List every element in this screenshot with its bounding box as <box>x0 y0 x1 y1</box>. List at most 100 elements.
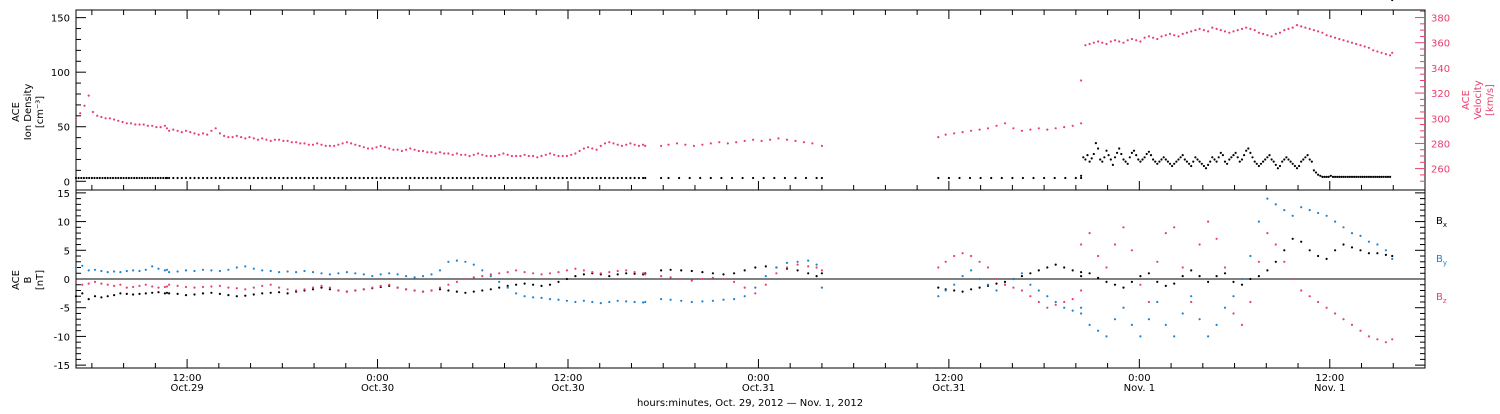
density-point <box>117 176 120 180</box>
bx-point <box>937 286 940 289</box>
density-point <box>1342 175 1345 178</box>
density-point <box>1236 156 1239 159</box>
density-point <box>138 176 141 180</box>
velocity-point <box>371 147 374 150</box>
density-point <box>133 176 136 180</box>
density-point <box>417 176 420 180</box>
velocity-point <box>417 149 420 153</box>
bz-point <box>796 263 799 266</box>
velocity-point <box>1391 51 1394 54</box>
velocity-point <box>426 151 429 154</box>
density-point <box>1251 156 1254 159</box>
legend-bx-base: B <box>1436 216 1443 227</box>
x-tick-label-date-2: Oct.30 <box>551 383 584 394</box>
by-point <box>754 286 757 289</box>
by-point <box>1190 295 1193 298</box>
by-point <box>1317 211 1320 215</box>
velocity-point <box>155 126 158 129</box>
bz-point <box>1037 300 1040 304</box>
density-point <box>1363 175 1366 178</box>
density-point <box>1032 176 1035 180</box>
density-point <box>88 176 91 180</box>
density-point <box>201 176 205 180</box>
velocity-point <box>820 144 824 147</box>
velocity-point <box>536 156 539 159</box>
density-point <box>1348 175 1351 178</box>
bz-point <box>362 288 365 291</box>
density-point <box>1111 163 1114 166</box>
velocity-point <box>1071 124 1074 127</box>
density-point <box>248 176 251 180</box>
by-point <box>1232 295 1235 298</box>
by-point <box>1097 329 1100 332</box>
density-point <box>1173 162 1176 165</box>
by-point <box>995 289 998 292</box>
velocity-point <box>1207 30 1210 33</box>
density-point <box>1219 151 1222 154</box>
by-point <box>743 295 746 298</box>
velocity-point <box>413 148 416 151</box>
density-point <box>1137 158 1140 161</box>
bx-point <box>540 284 543 287</box>
bz-point <box>1325 306 1328 309</box>
bz-point <box>548 272 552 275</box>
top-ytick-right-label-0: 260 <box>1431 165 1450 176</box>
density-point <box>307 176 310 180</box>
bx-point <box>701 271 704 274</box>
bz-point <box>1012 286 1015 289</box>
bx-point <box>218 292 221 295</box>
legend-bz-sub: z <box>1443 297 1447 305</box>
velocity-point <box>1308 27 1311 30</box>
density-point <box>96 176 99 180</box>
velocity-point <box>358 144 361 147</box>
velocity-point <box>134 123 137 126</box>
velocity-point <box>1350 41 1354 44</box>
bz-point <box>81 283 84 286</box>
density-point <box>1306 154 1309 157</box>
bx-point <box>1105 280 1108 283</box>
density-point <box>519 176 522 180</box>
velocity-point <box>578 149 581 153</box>
density-point <box>741 176 744 180</box>
bx-point <box>151 291 154 294</box>
density-point <box>1082 156 1085 159</box>
density-point <box>227 176 230 180</box>
density-point <box>591 176 594 180</box>
by-point <box>498 280 501 283</box>
x-tick-label-date-3: Oct.31 <box>742 383 775 394</box>
density-point <box>1344 175 1347 178</box>
velocity-point <box>460 153 463 156</box>
density-point <box>1122 158 1125 161</box>
density-point <box>451 176 454 180</box>
velocity-point <box>223 134 226 137</box>
bx-point <box>438 288 442 291</box>
density-point <box>1200 162 1203 165</box>
velocity-point <box>468 154 471 158</box>
velocity-point <box>1270 35 1273 38</box>
by-point <box>227 268 230 271</box>
velocity-point <box>311 143 315 146</box>
density-point <box>1088 160 1091 163</box>
by-point <box>337 272 340 275</box>
by-point <box>252 267 255 270</box>
velocity-point <box>1257 31 1260 34</box>
bz-point <box>1156 260 1159 263</box>
velocity-point <box>1232 30 1235 33</box>
bx-point <box>481 289 484 292</box>
bx-point <box>574 275 577 278</box>
bz-point <box>337 289 340 292</box>
velocity-point <box>168 129 171 132</box>
density-point <box>278 176 281 180</box>
bx-point <box>1071 269 1074 272</box>
density-point <box>794 176 797 180</box>
bz-point <box>168 283 171 286</box>
density-point <box>532 176 535 180</box>
bz-point <box>218 284 221 287</box>
density-point <box>1011 176 1014 180</box>
by-point <box>81 264 84 267</box>
bx-point <box>261 292 264 295</box>
velocity-point <box>726 142 729 145</box>
bx-point <box>464 291 467 294</box>
density-point <box>1043 176 1046 180</box>
bz-point <box>1232 312 1235 315</box>
